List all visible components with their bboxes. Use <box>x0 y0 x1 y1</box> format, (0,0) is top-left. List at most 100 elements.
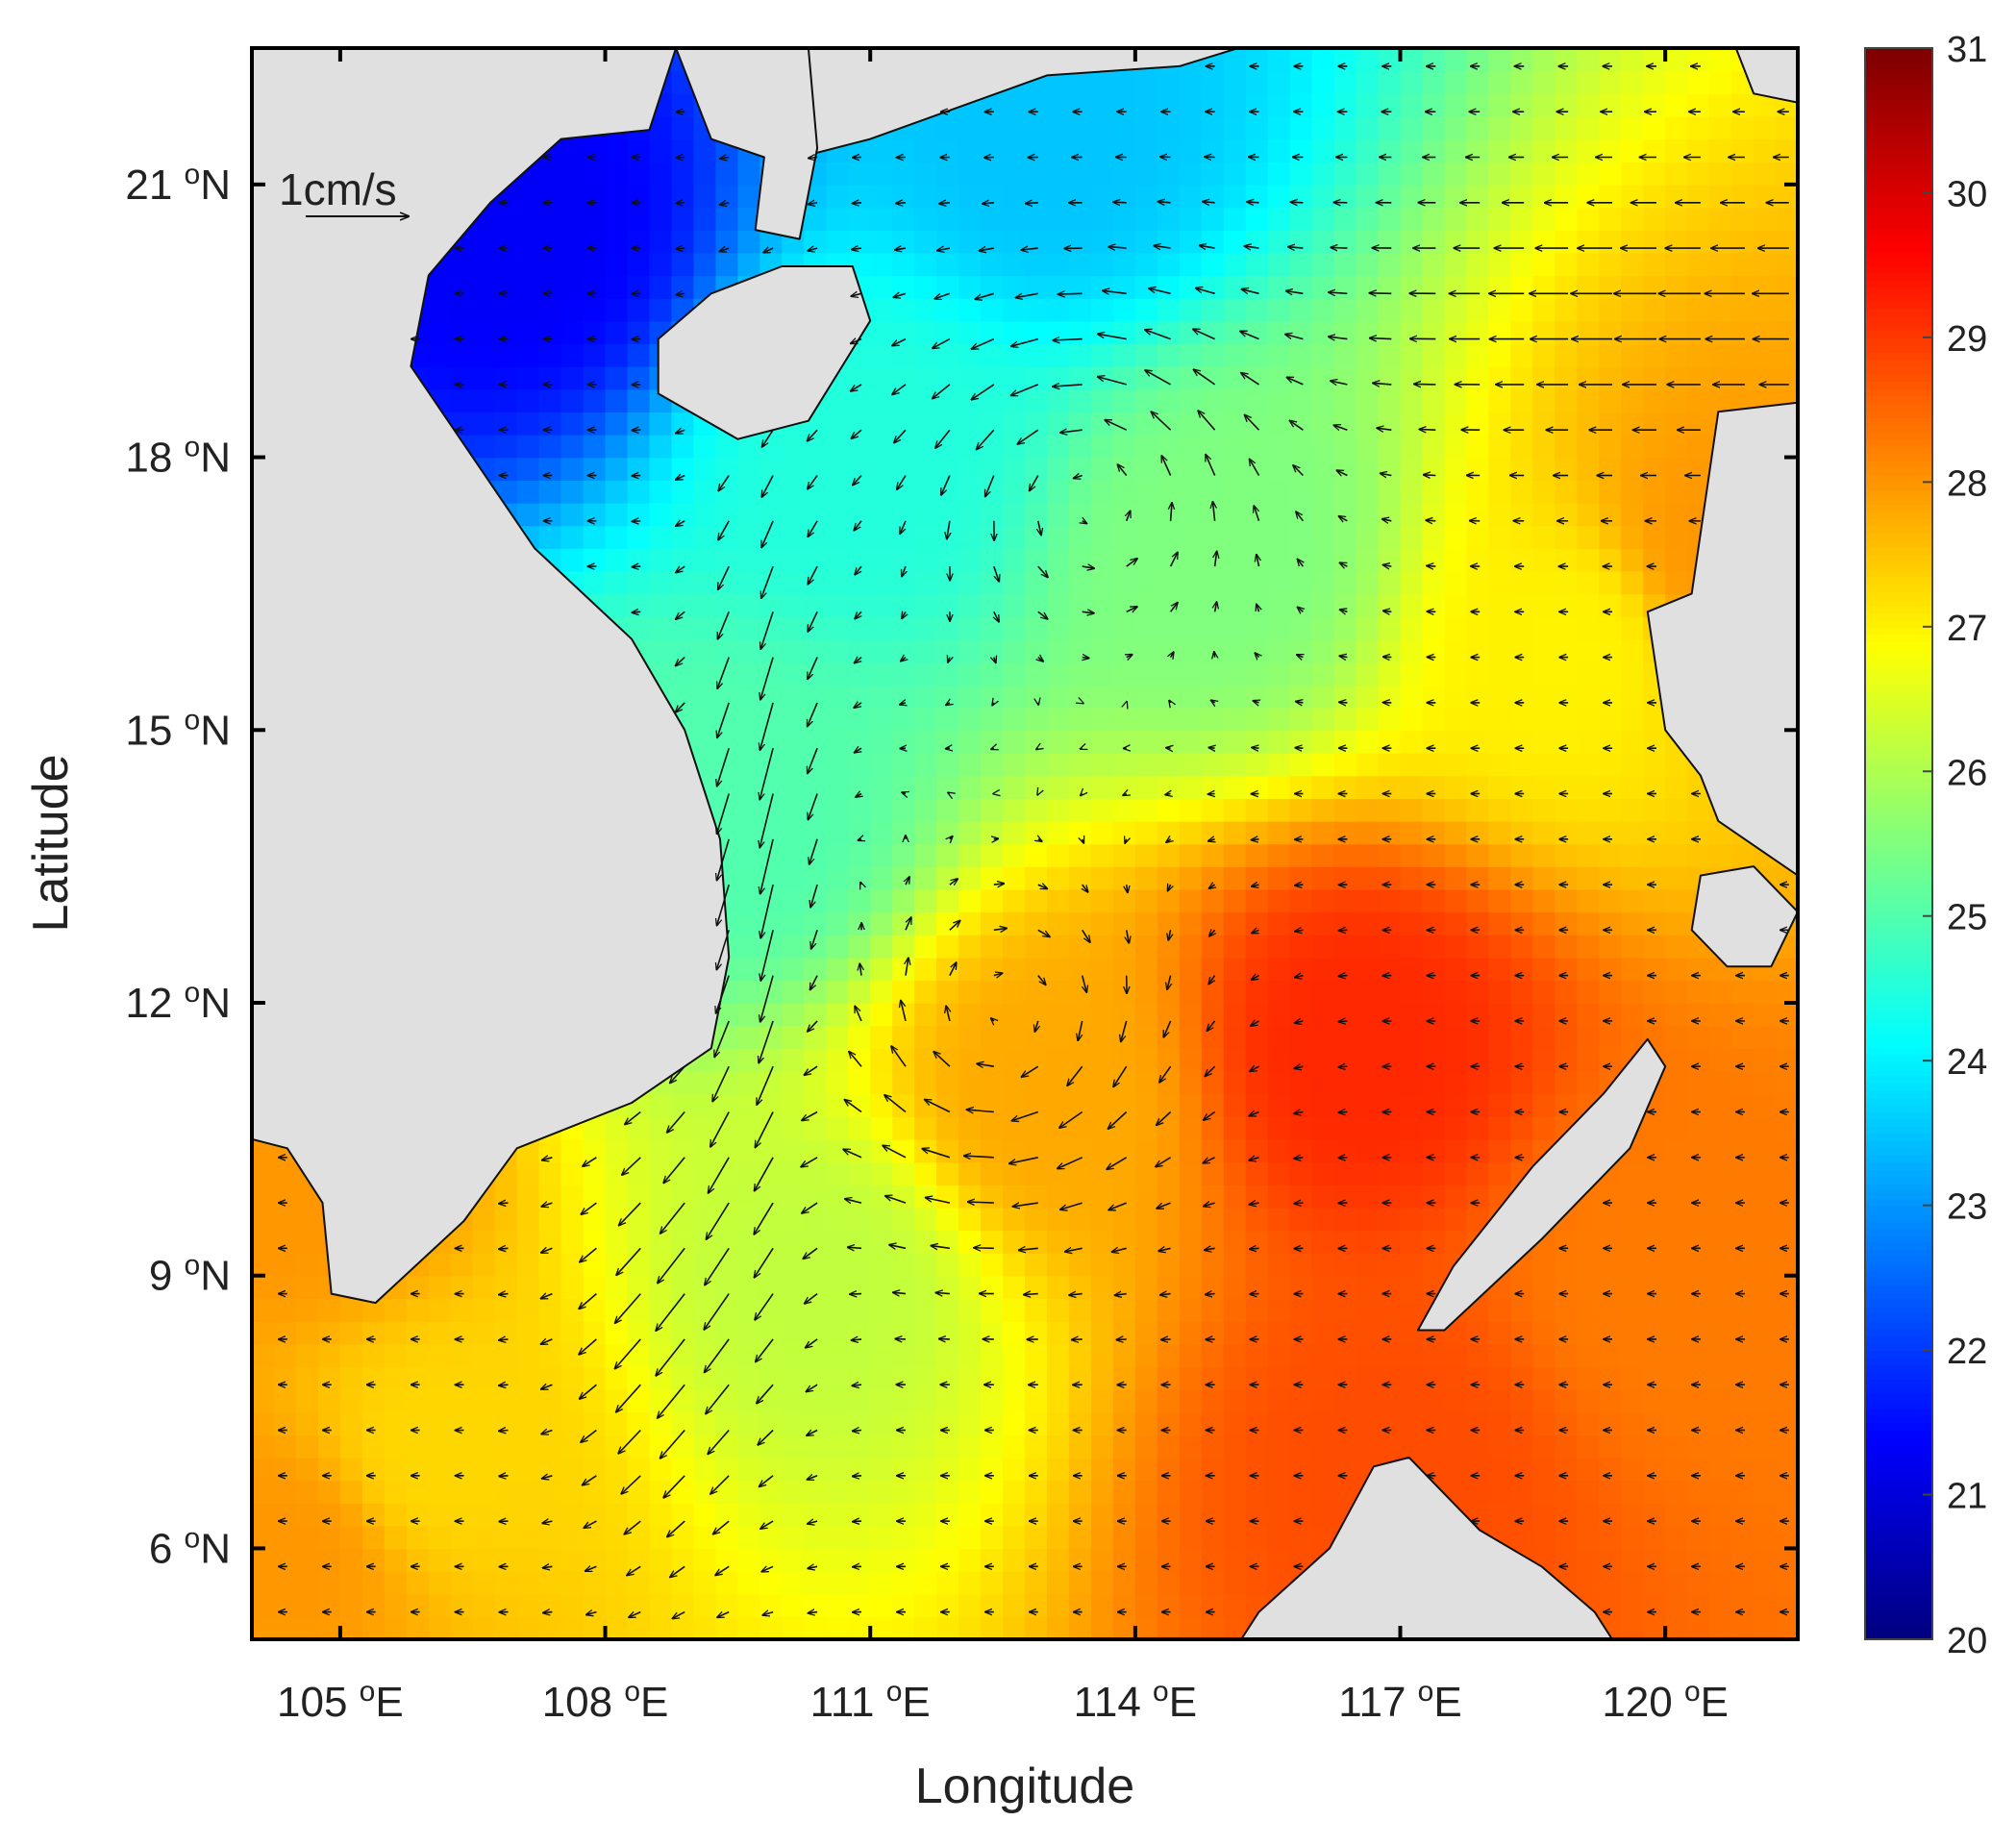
temperature-cell <box>981 1457 1004 1482</box>
temperature-cell <box>848 1138 871 1163</box>
temperature-cell <box>538 434 562 459</box>
temperature-cell <box>1289 866 1313 890</box>
temperature-cell <box>1665 752 1688 777</box>
temperature-cell <box>1709 1185 1732 1209</box>
temperature-cell <box>1444 320 1468 345</box>
temperature-cell <box>274 1434 297 1459</box>
temperature-cell <box>1621 661 1644 686</box>
temperature-cell <box>274 1525 297 1550</box>
temperature-cell <box>1356 1003 1380 1027</box>
temperature-cell <box>1356 502 1380 527</box>
temperature-cell <box>1134 457 1158 481</box>
temperature-cell <box>715 184 739 209</box>
temperature-cell <box>1068 1480 1092 1504</box>
temperature-cell <box>1709 48 1732 72</box>
temperature-cell <box>583 1571 607 1595</box>
temperature-cell <box>1245 1457 1269 1482</box>
temperature-cell <box>715 1207 739 1232</box>
temperature-cell <box>1422 570 1446 595</box>
temperature-cell <box>826 775 850 799</box>
temperature-cell <box>1289 1411 1313 1435</box>
temperature-cell <box>1510 1275 1534 1300</box>
temperature-cell <box>1687 1411 1710 1435</box>
temperature-cell <box>494 1321 518 1345</box>
temperature-cell <box>737 1161 761 1185</box>
temperature-cell <box>1422 138 1446 162</box>
temperature-cell <box>1378 1366 1402 1390</box>
temperature-cell <box>936 1525 959 1550</box>
temperature-cell <box>1112 1003 1136 1027</box>
temperature-cell <box>605 1138 629 1163</box>
temperature-cell <box>605 1116 629 1140</box>
temperature-cell <box>737 525 761 549</box>
temperature-cell <box>1754 320 1777 345</box>
temperature-cell <box>274 1230 297 1254</box>
temperature-cell <box>671 1138 695 1163</box>
temperature-cell <box>1709 1093 1732 1117</box>
temperature-cell <box>384 1525 408 1550</box>
temperature-cell <box>1400 184 1424 209</box>
temperature-cell <box>1356 412 1380 436</box>
temperature-cell <box>1466 138 1490 162</box>
temperature-cell <box>1709 1503 1732 1527</box>
temperature-cell <box>1201 1366 1225 1390</box>
temperature-cell <box>981 207 1004 231</box>
temperature-cell <box>1466 1434 1490 1459</box>
temperature-cell <box>759 1070 784 1095</box>
temperature-cell <box>1267 685 1291 709</box>
temperature-cell <box>1311 275 1335 299</box>
temperature-cell <box>1754 275 1777 299</box>
temperature-cell <box>1532 661 1556 686</box>
temperature-cell <box>1400 888 1424 913</box>
temperature-cell <box>1444 138 1468 162</box>
temperature-cell <box>1731 1548 1755 1572</box>
temperature-cell <box>1090 162 1114 186</box>
temperature-cell <box>1532 162 1556 186</box>
temperature-cell <box>981 775 1004 799</box>
temperature-cell <box>1201 911 1225 935</box>
temperature-cell <box>1047 252 1070 277</box>
temperature-cell <box>295 1207 319 1232</box>
temperature-cell <box>870 935 893 959</box>
current-vector <box>541 1203 553 1207</box>
temperature-cell <box>870 366 893 390</box>
temperature-cell <box>1665 162 1688 186</box>
temperature-cell <box>892 525 915 549</box>
temperature-cell <box>1090 1525 1114 1550</box>
temperature-cell <box>1157 685 1181 709</box>
temperature-cell <box>1731 1593 1755 1618</box>
temperature-cell <box>1112 1593 1136 1618</box>
temperature-cell <box>1003 707 1026 731</box>
temperature-cell <box>737 866 761 890</box>
temperature-cell <box>1687 162 1710 186</box>
temperature-cell <box>1047 1503 1070 1527</box>
temperature-cell <box>782 434 806 459</box>
temperature-cell <box>1157 457 1181 481</box>
temperature-cell <box>472 1593 496 1618</box>
temperature-cell <box>1378 1388 1402 1413</box>
temperature-cell <box>759 457 784 481</box>
temperature-cell <box>560 1571 585 1595</box>
temperature-cell <box>914 388 937 412</box>
temperature-cell <box>649 275 673 299</box>
temperature-cell <box>1378 1343 1402 1367</box>
temperature-cell <box>693 1161 717 1185</box>
temperature-cell <box>317 1548 341 1572</box>
temperature-cell <box>1047 843 1070 867</box>
temperature-cell <box>583 480 607 504</box>
temperature-cell <box>759 1571 784 1595</box>
temperature-cell <box>1333 843 1357 867</box>
temperature-cell <box>1621 888 1644 913</box>
temperature-cell <box>1179 252 1203 277</box>
temperature-cell <box>914 138 937 162</box>
temperature-cell <box>1289 252 1313 277</box>
temperature-cell <box>1223 1503 1247 1527</box>
temperature-cell <box>892 798 915 822</box>
temperature-cell <box>981 616 1004 640</box>
temperature-cell <box>715 638 739 663</box>
temperature-cell <box>1466 1138 1490 1163</box>
temperature-cell <box>1311 1503 1335 1527</box>
temperature-cell <box>1267 661 1291 686</box>
temperature-cell <box>1378 230 1402 254</box>
temperature-cell <box>1488 457 1512 481</box>
